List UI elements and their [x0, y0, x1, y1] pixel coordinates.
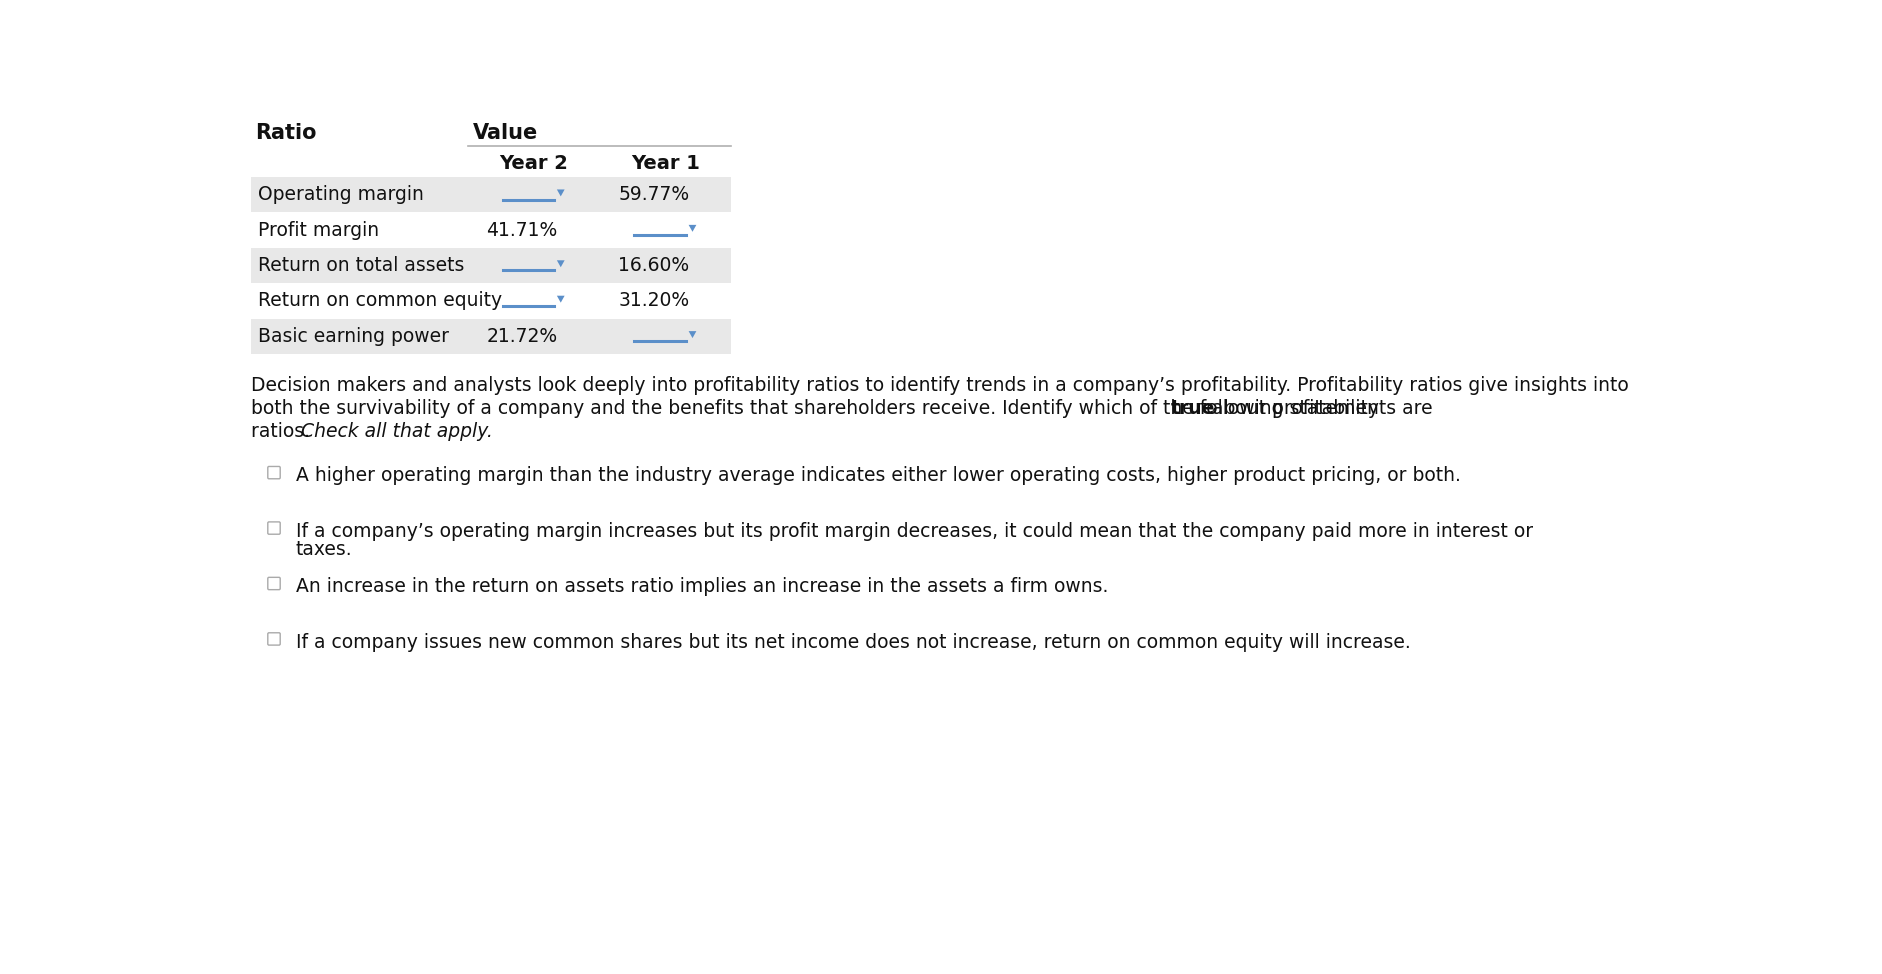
Text: Operating margin: Operating margin — [258, 185, 423, 205]
Text: Year 2: Year 2 — [499, 154, 568, 172]
Bar — [250, 318, 732, 354]
Text: Return on common equity: Return on common equity — [258, 291, 502, 311]
FancyBboxPatch shape — [267, 578, 280, 589]
Polygon shape — [557, 296, 565, 303]
Text: Check all that apply.: Check all that apply. — [301, 422, 493, 441]
Text: Value: Value — [472, 123, 538, 143]
Text: Year 1: Year 1 — [630, 154, 700, 172]
Bar — [250, 247, 732, 283]
Text: 16.60%: 16.60% — [617, 256, 689, 275]
Bar — [250, 177, 732, 212]
Text: about profitability: about profitability — [1206, 398, 1378, 418]
Text: 41.71%: 41.71% — [486, 220, 557, 240]
FancyBboxPatch shape — [267, 633, 280, 645]
Bar — [250, 212, 732, 247]
Text: ratios.: ratios. — [250, 422, 316, 441]
Text: 31.20%: 31.20% — [617, 291, 689, 311]
Text: 59.77%: 59.77% — [617, 185, 689, 205]
Polygon shape — [557, 260, 565, 267]
Text: If a company issues new common shares but its net income does not increase, retu: If a company issues new common shares bu… — [295, 633, 1410, 652]
Polygon shape — [557, 190, 565, 197]
Bar — [250, 283, 732, 318]
FancyBboxPatch shape — [267, 522, 280, 534]
Text: both the survivability of a company and the benefits that shareholders receive. : both the survivability of a company and … — [250, 398, 1438, 418]
Text: If a company’s operating margin increases but its profit margin decreases, it co: If a company’s operating margin increase… — [295, 522, 1532, 541]
Text: Ratio: Ratio — [256, 123, 316, 143]
Text: A higher operating margin than the industry average indicates either lower opera: A higher operating margin than the indus… — [295, 467, 1460, 485]
Text: Basic earning power: Basic earning power — [258, 327, 450, 346]
Text: Return on total assets: Return on total assets — [258, 256, 465, 275]
Text: true: true — [1171, 398, 1216, 418]
Polygon shape — [689, 225, 696, 232]
Text: Decision makers and analysts look deeply into profitability ratios to identify t: Decision makers and analysts look deeply… — [250, 376, 1628, 394]
Text: taxes.: taxes. — [295, 541, 352, 559]
Text: An increase in the return on assets ratio implies an increase in the assets a fi: An increase in the return on assets rati… — [295, 578, 1108, 596]
Polygon shape — [689, 331, 696, 338]
Text: Profit margin: Profit margin — [258, 220, 380, 240]
FancyBboxPatch shape — [267, 467, 280, 479]
Text: 21.72%: 21.72% — [486, 327, 557, 346]
